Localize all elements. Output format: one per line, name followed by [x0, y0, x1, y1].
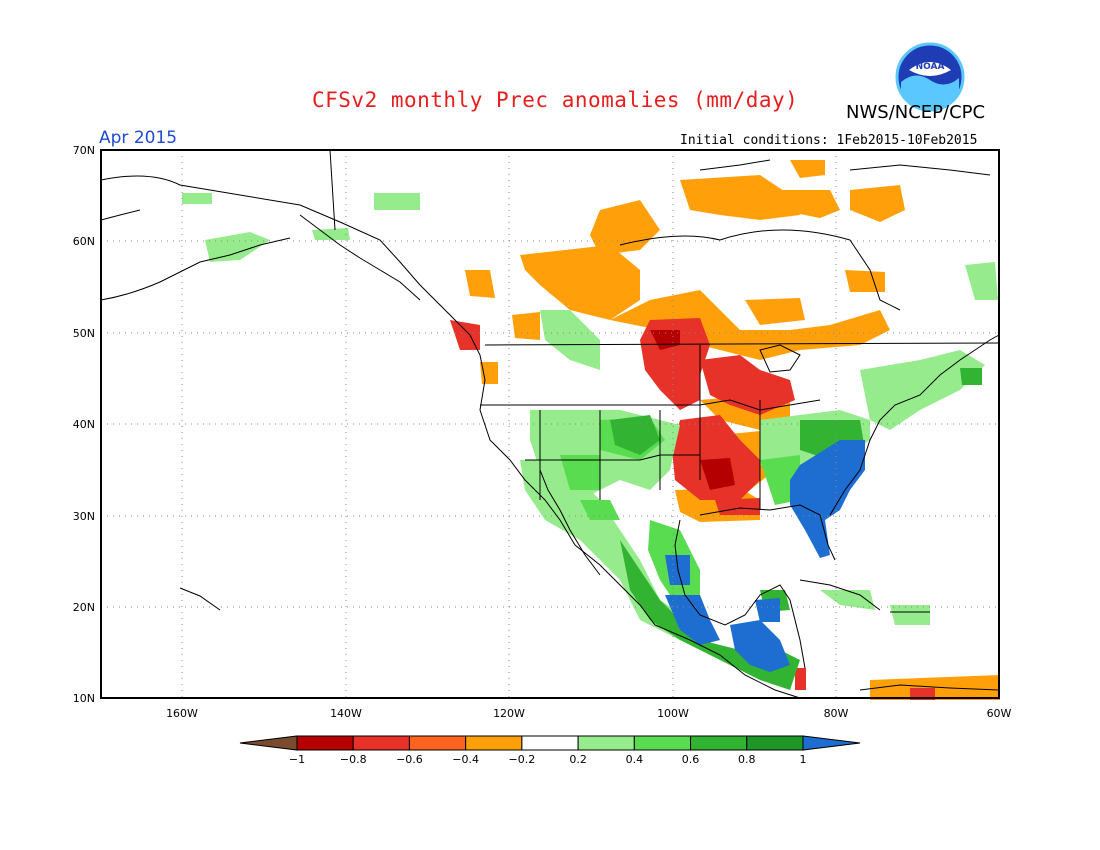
- anomaly-region: [620, 540, 800, 690]
- colorbar-tick-label: −0.8: [340, 753, 367, 766]
- anomaly-region: [374, 193, 420, 210]
- colorbar-segment: [633, 735, 692, 751]
- lat-label: 60N: [73, 235, 95, 248]
- anomaly-region: [520, 245, 640, 320]
- lon-label: 120W: [493, 707, 525, 720]
- anomaly-region: [755, 598, 780, 622]
- colorbar-tick-label: 1: [800, 753, 807, 766]
- anomaly-region: [560, 455, 600, 490]
- anomaly-region: [600, 418, 665, 460]
- colorbar-segment: [521, 735, 579, 751]
- colorbar-tick-label: 0.6: [682, 753, 700, 766]
- anomaly-region: [790, 440, 865, 558]
- anomaly-region: [700, 355, 795, 415]
- lat-label: 30N: [73, 510, 95, 523]
- anomaly-region: [205, 232, 270, 262]
- anomaly-region: [590, 200, 660, 255]
- anomaly-region: [760, 410, 870, 470]
- colorbar-segment: [296, 735, 354, 751]
- anomaly-region: [650, 330, 680, 350]
- anomaly-region: [648, 520, 700, 610]
- colorbar-tick-label: 0.4: [626, 753, 644, 766]
- colorbar-tick-label: −0.6: [396, 753, 423, 766]
- anomaly-region: [530, 410, 680, 500]
- lon-label: 60W: [987, 707, 1012, 720]
- anomaly-region: [780, 190, 840, 218]
- lat-labels: 70N 60N 50N 40N 30N 20N 10N: [73, 144, 95, 705]
- colorbar-segment: [465, 735, 523, 751]
- anomaly-region: [860, 350, 985, 430]
- lat-label: 70N: [73, 144, 95, 157]
- anomaly-region: [745, 298, 805, 325]
- lon-label: 100W: [657, 707, 689, 720]
- anomaly-region: [665, 555, 690, 585]
- initial-conditions: Initial conditions: 1Feb2015-10Feb2015: [680, 133, 978, 148]
- lon-label: 80W: [824, 707, 849, 720]
- anomaly-region: [720, 430, 775, 490]
- anomaly-region: [890, 605, 930, 625]
- anomaly-fills: [182, 160, 1000, 700]
- map-frame: [100, 149, 1000, 699]
- anomaly-region: [800, 420, 865, 460]
- anomaly-region: [182, 193, 212, 204]
- anomaly-region: [540, 310, 600, 370]
- anomaly-region: [870, 675, 1000, 700]
- page-title: CFSv2 monthly Prec anomalies (mm/day): [312, 88, 799, 112]
- lat-label: 10N: [73, 692, 95, 705]
- noaa-logo-text: NOAA: [916, 62, 945, 72]
- anomaly-region: [850, 185, 905, 222]
- anomaly-region: [450, 320, 480, 350]
- noaa-logo: NOAA: [895, 42, 965, 116]
- anomaly-region: [730, 620, 790, 672]
- anomaly-region: [480, 362, 498, 384]
- map-grid: [101, 150, 999, 698]
- coastlines: [100, 149, 1000, 699]
- colorbar-segment: [746, 735, 804, 751]
- colorbar-tick-label: 0.2: [569, 753, 587, 766]
- anomaly-region: [790, 160, 825, 178]
- lat-label: 20N: [73, 601, 95, 614]
- month-label: Apr 2015: [99, 128, 178, 148]
- anomaly-region: [845, 270, 885, 292]
- colorbar-segment: [408, 735, 467, 751]
- colorbar-tick-label: −0.2: [509, 753, 536, 766]
- colorbar-tick-label: −0.4: [452, 753, 479, 766]
- anomaly-region: [640, 318, 710, 410]
- lat-label: 40N: [73, 418, 95, 431]
- colorbar-tick-label: −1: [289, 753, 305, 766]
- colorbar-segment: [690, 735, 748, 751]
- colorbar: −1 −0.8 −0.6 −0.4 −0.2 0.2 0.4 0.6 0.8 1: [239, 735, 861, 766]
- anomaly-region: [580, 500, 620, 520]
- anomaly-region: [520, 460, 690, 640]
- anomaly-region: [465, 270, 495, 298]
- colorbar-arrow-left: [239, 735, 298, 751]
- agency-label: NWS/NCEP/CPC: [846, 102, 986, 123]
- anomaly-region: [795, 668, 806, 690]
- anomaly-region: [715, 498, 760, 515]
- anomaly-region: [610, 290, 890, 360]
- colorbar-arrow-right: [802, 735, 861, 751]
- anomaly-region: [312, 228, 350, 240]
- anomaly-region: [820, 590, 875, 610]
- lon-label: 140W: [330, 707, 362, 720]
- anomaly-region: [910, 688, 935, 700]
- anomaly-region: [760, 455, 800, 505]
- colorbar-segment: [577, 735, 635, 751]
- anomaly-region: [665, 595, 720, 645]
- lon-label: 160W: [166, 707, 198, 720]
- anomaly-region: [960, 368, 982, 385]
- anomaly-region: [700, 458, 735, 490]
- lat-label: 50N: [73, 327, 95, 340]
- colorbar-segment: [352, 735, 410, 751]
- lon-labels: 160W 140W 120W 100W 80W 60W: [166, 707, 1011, 720]
- colorbar-tick-label: 0.8: [738, 753, 756, 766]
- anomaly-region: [672, 415, 760, 500]
- anomaly-region: [610, 415, 660, 455]
- anomaly-region: [700, 395, 790, 430]
- anomaly-region: [760, 590, 790, 612]
- anomaly-region: [680, 175, 800, 220]
- anomaly-region: [512, 312, 540, 340]
- anomaly-region: [675, 488, 760, 522]
- anomaly-region: [965, 262, 998, 300]
